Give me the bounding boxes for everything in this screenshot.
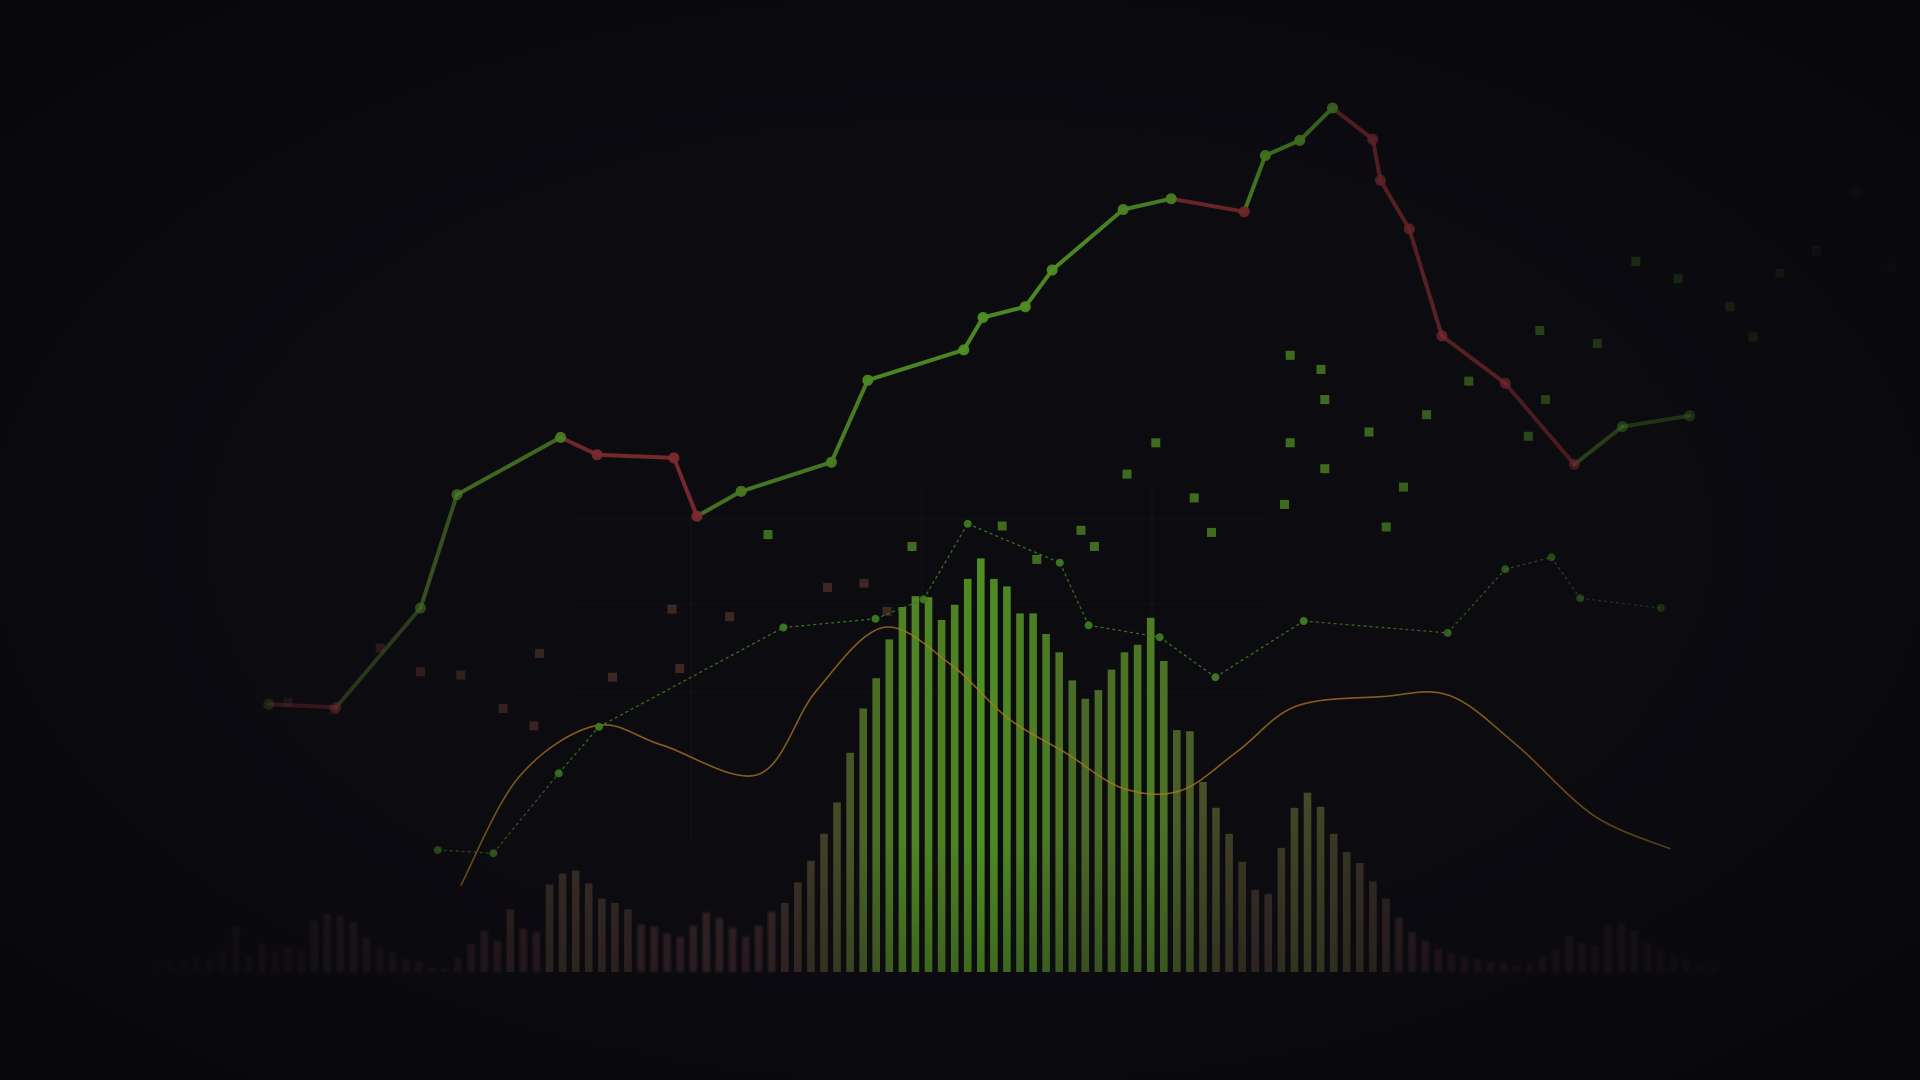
vignette-overlay (0, 0, 1920, 1080)
chart-canvas (0, 0, 1920, 1080)
chart-svg (0, 0, 1920, 1080)
